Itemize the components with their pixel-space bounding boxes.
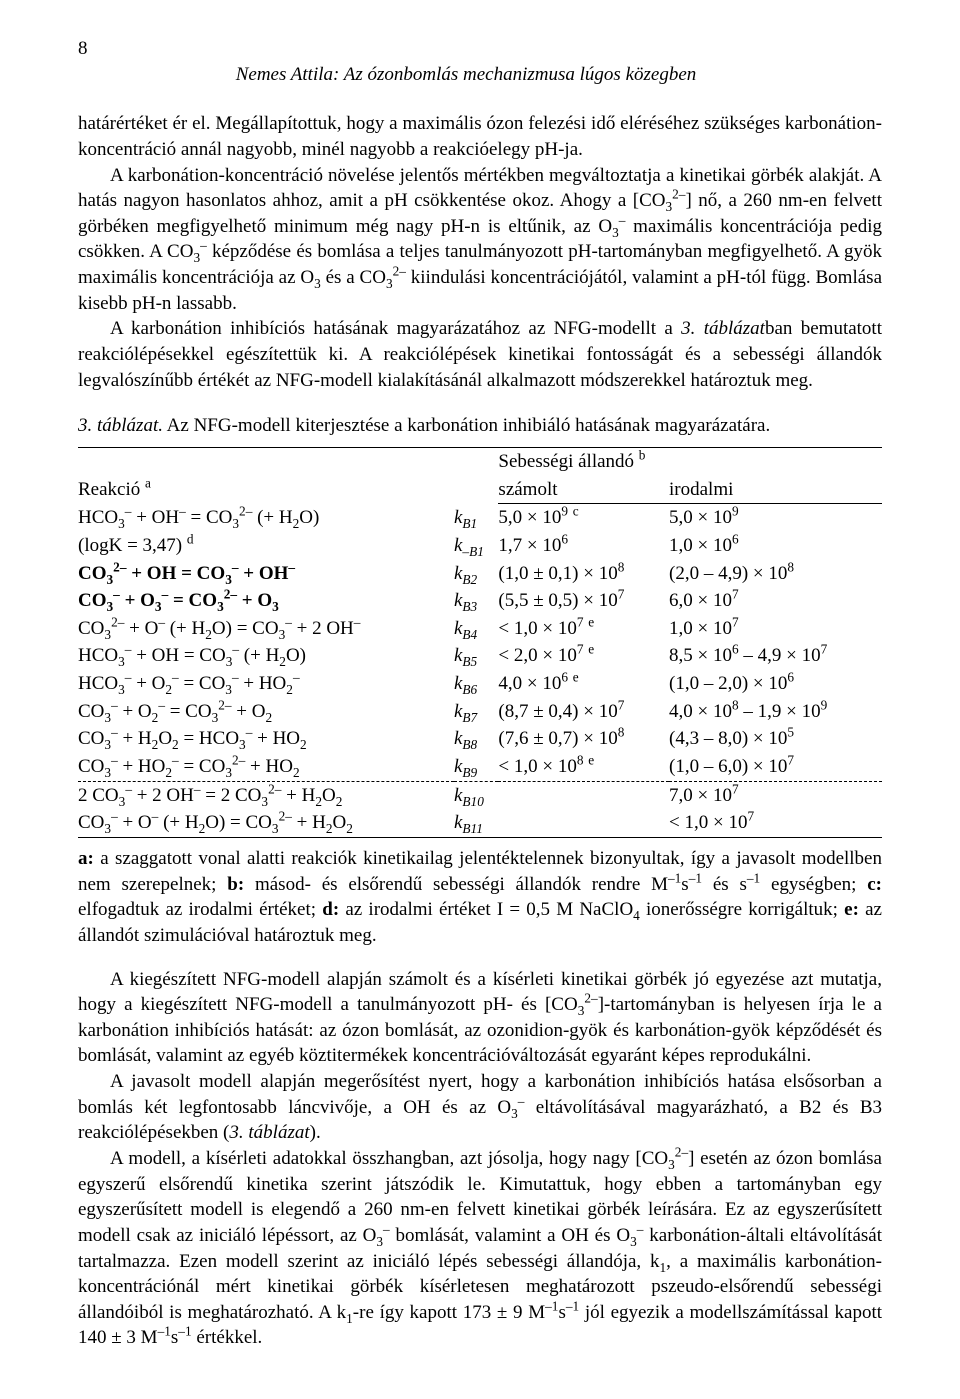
cell-lit: (2,0 – 4,9) × 108 (669, 560, 882, 588)
table-caption-text: Az NFG-modell kiterjesztése a karbonátio… (163, 415, 770, 436)
table-body: HCO3– + OH– = CO32– (+ H2O)kB15,0 × 109 … (78, 504, 882, 781)
page-number: 8 (78, 36, 106, 62)
cell-k: kB7 (454, 698, 498, 726)
p2-e: és a CO (321, 267, 386, 288)
table-caption: 3. táblázat. Az NFG-modell kiterjesztése… (78, 413, 882, 439)
cell-lit: 1,0 × 107 (669, 615, 882, 643)
col-rateconst: Sebességi állandó b (498, 447, 882, 475)
cell-lit: 4,0 × 108 – 1,9 × 109 (669, 698, 882, 726)
table-row: HCO3– + OH– = CO32– (+ H2O)kB15,0 × 109 … (78, 504, 882, 532)
cell-k: kB10 (454, 781, 498, 809)
cell-reaction: CO3– + O3– = CO32– + O3 (78, 587, 454, 615)
table-row: HCO3– + O2– = CO3– + HO2–kB64,0 × 106 e(… (78, 670, 882, 698)
cell-calc: (8,7 ± 0,4) × 107 (498, 698, 669, 726)
cell-calc: < 2,0 × 107 e (498, 642, 669, 670)
table-row: CO3– + O– (+ H2O) = CO32– + H2O2kB11 < 1,… (78, 809, 882, 837)
cell-k: kB6 (454, 670, 498, 698)
cell-lit: 7,0 × 107 (669, 781, 882, 809)
cell-k: kB3 (454, 587, 498, 615)
cell-reaction: CO32– + OH = CO3– + OH– (78, 560, 454, 588)
cell-lit: (4,3 – 8,0) × 105 (669, 725, 882, 753)
cell-reaction: (logK = 3,47) d (78, 532, 454, 560)
cell-lit: 1,0 × 106 (669, 532, 882, 560)
cell-k: kB5 (454, 642, 498, 670)
cell-lit: 8,5 × 106 – 4,9 × 107 (669, 642, 882, 670)
p3-a: A karbonátion inhibíciós hatásának magya… (110, 318, 681, 339)
p3-i: 3. táblázat (681, 318, 765, 339)
cell-reaction: HCO3– + OH– = CO32– (+ H2O) (78, 504, 454, 532)
col-k-spacer (454, 447, 498, 503)
cell-k: k–B1 (454, 532, 498, 560)
col-calc: számolt (498, 476, 669, 504)
reaction-table: Reakció a Sebességi állandó b számolt ir… (78, 447, 882, 838)
table-row: CO3– + O3– = CO32– + O3kB3(5,5 ± 0,5) × … (78, 587, 882, 615)
running-title: Nemes Attila: Az ózonbomlás mechanizmusa… (78, 62, 854, 88)
cell-calc: (7,6 ± 0,7) × 108 (498, 725, 669, 753)
table-row: HCO3– + OH = CO3– (+ H2O)kB5< 2,0 × 107 … (78, 642, 882, 670)
cell-k: kB9 (454, 753, 498, 781)
cell-calc (498, 781, 669, 809)
running-header: 8 Nemes Attila: Az ózonbomlás mechanizmu… (78, 36, 882, 87)
cell-reaction: CO3– + H2O2 = HCO3– + HO2 (78, 725, 454, 753)
cell-k: kB11 (454, 809, 498, 837)
table-row: CO32– + OH = CO3– + OH–kB2(1,0 ± 0,1) × … (78, 560, 882, 588)
cell-calc: < 1,0 × 108 e (498, 753, 669, 781)
cell-lit: (1,0 – 2,0) × 106 (669, 670, 882, 698)
cell-reaction: HCO3– + OH = CO3– (+ H2O) (78, 642, 454, 670)
table-notes: a: a szaggatott vonal alatti reakciók ki… (78, 846, 882, 949)
table-bottom-rule (78, 837, 882, 838)
cell-reaction: CO3– + O2– = CO32– + O2 (78, 698, 454, 726)
paragraph-4: A kiegészített NFG-modell alapján számol… (78, 967, 882, 1070)
table-row: CO32– + O– (+ H2O) = CO3– + 2 OH–kB4< 1,… (78, 615, 882, 643)
cell-reaction: CO32– + O– (+ H2O) = CO3– + 2 OH– (78, 615, 454, 643)
table-head-row-1: Reakció a Sebességi állandó b (78, 447, 882, 475)
col-reaction: Reakció a (78, 447, 454, 503)
paragraph-5: A javasolt modell alapján megerősítést n… (78, 1069, 882, 1146)
table-row: 2 CO3– + 2 OH– = 2 CO32– + H2O2kB10 7,0 ×… (78, 781, 882, 809)
cell-calc (498, 809, 669, 837)
paragraph-3: A karbonátion inhibíciós hatásának magya… (78, 316, 882, 393)
table-caption-label: 3. táblázat. (78, 415, 163, 436)
paragraph-2: A karbonátion-koncentráció növelése jele… (78, 163, 882, 317)
cell-lit: < 1,0 × 107 (669, 809, 882, 837)
cell-reaction: CO3– + HO2– = CO32– + HO2 (78, 753, 454, 781)
page: 8 Nemes Attila: Az ózonbomlás mechanizmu… (0, 0, 960, 1399)
cell-lit: 6,0 × 107 (669, 587, 882, 615)
cell-calc: 1,7 × 106 (498, 532, 669, 560)
table-row: (logK = 3,47) dk–B11,7 × 1061,0 × 106 (78, 532, 882, 560)
cell-reaction: HCO3– + O2– = CO3– + HO2– (78, 670, 454, 698)
col-lit: irodalmi (669, 476, 882, 504)
cell-k: kB2 (454, 560, 498, 588)
cell-reaction: CO3– + O– (+ H2O) = CO32– + H2O2 (78, 809, 454, 837)
cell-k: kB8 (454, 725, 498, 753)
table-row: CO3– + O2– = CO32– + O2kB7(8,7 ± 0,4) × … (78, 698, 882, 726)
table-body-dashed: 2 CO3– + 2 OH– = 2 CO32– + H2O2kB10 7,0 ×… (78, 781, 882, 837)
cell-k: kB4 (454, 615, 498, 643)
table-row: CO3– + HO2– = CO32– + HO2kB9< 1,0 × 108 … (78, 753, 882, 781)
cell-lit: 5,0 × 109 (669, 504, 882, 532)
cell-k: kB1 (454, 504, 498, 532)
cell-calc: < 1,0 × 107 e (498, 615, 669, 643)
cell-calc: (1,0 ± 0,1) × 108 (498, 560, 669, 588)
paragraph-1: határértéket ér el. Megállapítottuk, hog… (78, 111, 882, 162)
cell-calc: 5,0 × 109 c (498, 504, 669, 532)
paragraph-6: A modell, a kísérleti adatokkal összhang… (78, 1146, 882, 1351)
cell-reaction: 2 CO3– + 2 OH– = 2 CO32– + H2O2 (78, 781, 454, 809)
table-row: CO3– + H2O2 = HCO3– + HO2kB8(7,6 ± 0,7) … (78, 725, 882, 753)
cell-calc: (5,5 ± 0,5) × 107 (498, 587, 669, 615)
cell-lit: (1,0 – 6,0) × 107 (669, 753, 882, 781)
cell-calc: 4,0 × 106 e (498, 670, 669, 698)
